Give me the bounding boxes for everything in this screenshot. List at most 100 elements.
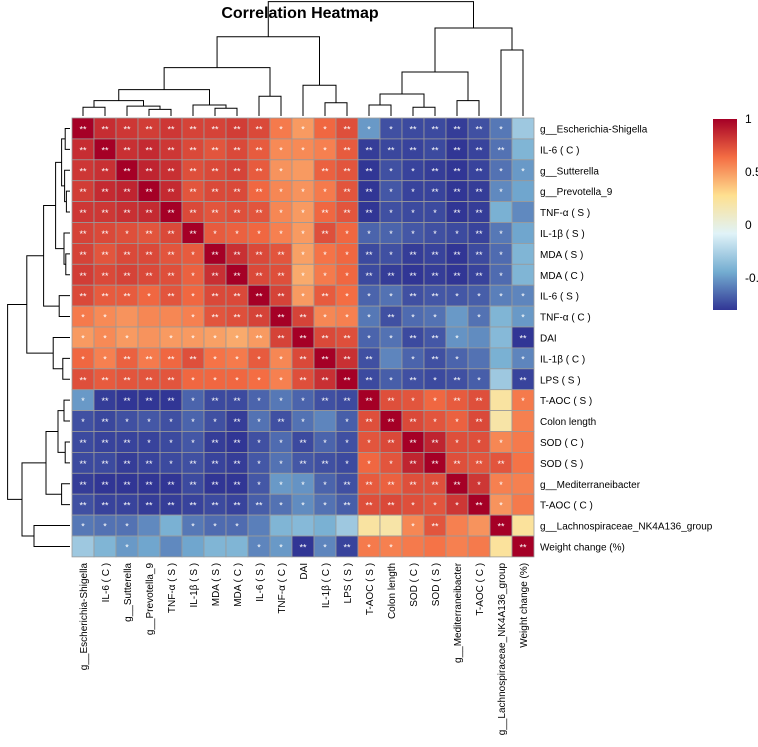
significance-mark: ** — [189, 187, 197, 197]
significance-mark: ** — [101, 438, 109, 448]
significance-mark: ** — [365, 417, 373, 427]
significance-mark: ** — [255, 313, 263, 323]
dendrogram-branch — [163, 67, 271, 97]
significance-mark: * — [81, 333, 85, 343]
heatmap-cell — [489, 305, 513, 328]
significance-mark: * — [147, 438, 151, 448]
heatmap-cell — [467, 514, 491, 537]
significance-mark: ** — [321, 229, 329, 239]
heatmap-cell — [357, 514, 381, 537]
significance-mark: * — [279, 501, 283, 511]
significance-mark: * — [367, 124, 371, 134]
significance-mark: ** — [189, 459, 197, 469]
heatmap-cell — [511, 493, 535, 516]
significance-mark: * — [257, 438, 261, 448]
significance-mark: ** — [409, 292, 417, 302]
significance-mark: * — [301, 417, 305, 427]
significance-mark: ** — [519, 375, 527, 385]
significance-mark: ** — [453, 124, 461, 134]
significance-mark: ** — [189, 229, 197, 239]
significance-mark: * — [301, 480, 305, 490]
dendrogram-branch — [64, 169, 70, 203]
significance-mark: ** — [475, 229, 483, 239]
significance-mark: ** — [343, 187, 351, 197]
significance-mark: ** — [211, 250, 219, 260]
significance-mark: ** — [277, 417, 285, 427]
dendrogram-branch — [214, 107, 238, 116]
significance-mark: * — [389, 542, 393, 552]
heatmap-cell — [203, 535, 227, 558]
significance-mark: * — [345, 250, 349, 260]
significance-mark: * — [301, 271, 305, 281]
significance-mark: ** — [101, 501, 109, 511]
significance-mark: ** — [255, 124, 263, 134]
colorbar-tick-label: 1 — [745, 112, 752, 126]
significance-mark: ** — [409, 271, 417, 281]
significance-mark: ** — [79, 292, 87, 302]
significance-mark: ** — [453, 166, 461, 176]
colorbar-tick-label: 0.5 — [745, 165, 758, 179]
significance-mark: ** — [255, 208, 263, 218]
row-label: Colon length — [540, 417, 596, 428]
significance-mark: ** — [365, 354, 373, 364]
significance-mark: * — [433, 229, 437, 239]
significance-mark: * — [279, 208, 283, 218]
significance-mark: ** — [211, 313, 219, 323]
significance-mark: * — [279, 354, 283, 364]
significance-mark: ** — [211, 396, 219, 406]
heatmap-cell — [137, 305, 161, 328]
significance-mark: ** — [123, 459, 131, 469]
significance-mark: ** — [145, 271, 153, 281]
row-label: IL-6 ( S ) — [540, 292, 579, 303]
significance-mark: * — [279, 459, 283, 469]
significance-mark: * — [81, 313, 85, 323]
significance-mark: ** — [431, 354, 439, 364]
significance-mark: ** — [79, 375, 87, 385]
significance-mark: ** — [255, 166, 263, 176]
significance-mark: ** — [233, 145, 241, 155]
significance-mark: * — [477, 292, 481, 302]
significance-mark: ** — [343, 124, 351, 134]
significance-mark: ** — [299, 459, 307, 469]
column-label: TNF-α ( S ) — [167, 563, 178, 613]
significance-mark: * — [257, 354, 261, 364]
significance-mark: * — [455, 438, 459, 448]
significance-mark: ** — [497, 459, 505, 469]
significance-mark: ** — [123, 166, 131, 176]
significance-mark: * — [477, 313, 481, 323]
significance-mark: ** — [409, 417, 417, 427]
significance-mark: ** — [497, 145, 505, 155]
significance-mark: ** — [233, 438, 241, 448]
significance-mark: ** — [145, 229, 153, 239]
significance-mark: * — [521, 396, 525, 406]
column-label: MDA ( S ) — [211, 563, 222, 606]
significance-mark: * — [323, 271, 327, 281]
significance-mark: ** — [343, 208, 351, 218]
significance-mark: ** — [409, 438, 417, 448]
column-label: MDA ( C ) — [233, 563, 244, 607]
significance-mark: * — [279, 145, 283, 155]
column-label: SOD ( S ) — [431, 563, 442, 606]
significance-mark: ** — [365, 480, 373, 490]
row-label: g__Escherichia-Shigella — [540, 124, 648, 135]
heatmap-cell — [511, 117, 535, 140]
significance-mark: ** — [233, 250, 241, 260]
significance-mark: * — [521, 292, 525, 302]
significance-mark: ** — [211, 208, 219, 218]
significance-mark: ** — [431, 292, 439, 302]
heatmap-cell — [511, 222, 535, 244]
significance-mark: * — [191, 313, 195, 323]
significance-mark: ** — [167, 166, 175, 176]
column-label: Weight change (%) — [519, 563, 530, 648]
significance-mark: ** — [387, 438, 395, 448]
significance-mark: * — [433, 375, 437, 385]
significance-mark: * — [455, 292, 459, 302]
significance-mark: * — [411, 166, 415, 176]
significance-mark: ** — [123, 208, 131, 218]
significance-mark: ** — [453, 250, 461, 260]
heatmap-cell — [137, 514, 161, 537]
significance-mark: ** — [299, 333, 307, 343]
significance-mark: ** — [233, 166, 241, 176]
chart-title: Correlation Heatmap — [221, 5, 379, 22]
significance-mark: ** — [123, 124, 131, 134]
